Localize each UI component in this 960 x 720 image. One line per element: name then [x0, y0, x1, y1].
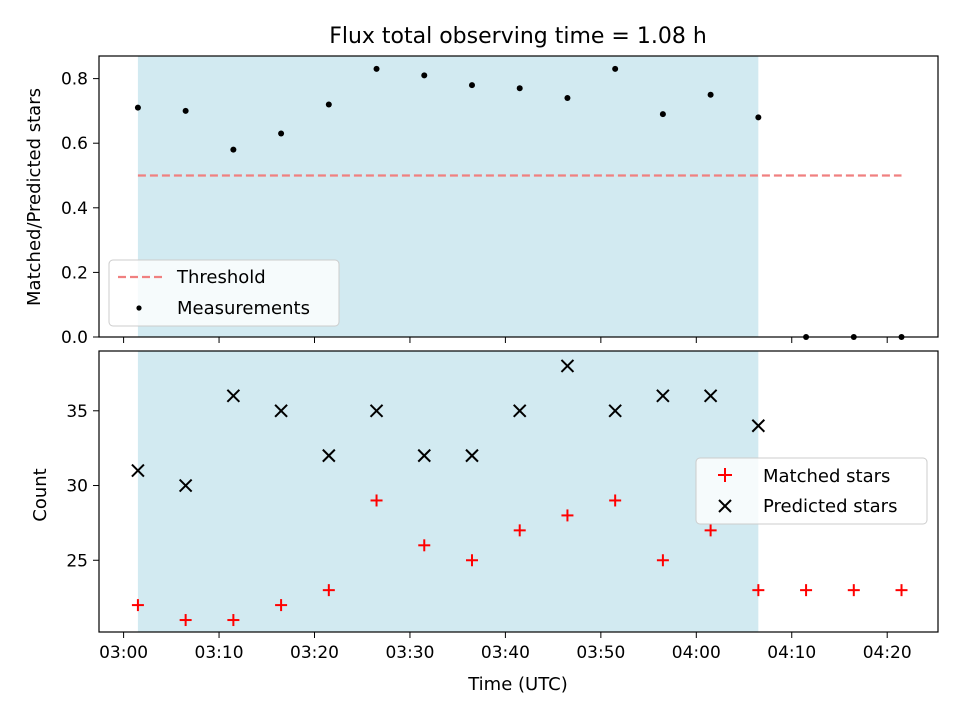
x-axis-label: Time (UTC)	[467, 674, 568, 695]
predicted-stars-legend-label: Predicted stars	[763, 496, 897, 517]
measurements-point	[755, 114, 762, 121]
measurements-point	[278, 130, 285, 137]
matched-stars-point	[227, 614, 240, 627]
predicted-stars-point	[560, 359, 575, 373]
matched-stars-point	[704, 524, 717, 537]
ratio-y-tick-label: 0.8	[61, 70, 88, 90]
measurements-point	[707, 91, 714, 98]
x-tick-label: 03:50	[576, 643, 625, 663]
ratio-panel: Flux total observing time = 1.08 h 0.0 0.…	[24, 24, 939, 348]
observing-window-shade	[137, 351, 759, 632]
predicted-stars-point	[178, 478, 193, 493]
measurements-point	[564, 94, 571, 101]
matched-stars-point	[513, 524, 526, 537]
x-tick-label: 03:00	[99, 643, 148, 663]
matched-stars-point	[609, 494, 622, 507]
count-y-tick-label: 35	[66, 402, 88, 422]
measurements-point	[373, 65, 380, 72]
count-legend: Matched stars Predicted stars	[695, 457, 928, 525]
ratio-y-tick-label: 0.4	[61, 199, 88, 219]
matched-stars-point	[895, 584, 908, 597]
measurements-point	[230, 146, 237, 153]
predicted-stars-point	[322, 448, 336, 463]
predicted-stars-point	[608, 404, 622, 418]
count-y-tick-label: 25	[66, 551, 88, 571]
measurements-legend-label: Measurements	[177, 298, 310, 319]
matched-stars-point	[847, 584, 860, 597]
matched-stars-point	[275, 599, 288, 612]
chart-title: Flux total observing time = 1.08 h	[329, 24, 707, 49]
predicted-stars-point	[417, 448, 431, 463]
count-y-axis-label: Count	[30, 468, 51, 521]
matched-stars-legend-label: Matched stars	[763, 466, 890, 487]
x-tick-label: 04:20	[863, 643, 912, 663]
matched-stars-point	[131, 599, 144, 612]
x-tick-label: 03:30	[385, 643, 434, 663]
matched-stars-point	[656, 554, 669, 567]
predicted-stars-point	[513, 404, 527, 418]
measurements-point	[325, 101, 332, 108]
measurements-legend-swatch	[136, 305, 142, 311]
predicted-stars-point	[131, 463, 145, 478]
ratio-legend: Threshold Measurements	[108, 259, 340, 327]
ratio-axes-frame	[98, 55, 939, 338]
ratio-legend-box	[108, 259, 340, 327]
x-tick-label: 04:00	[672, 643, 721, 663]
count-axes-frame	[98, 350, 939, 633]
matched-stars-point	[752, 584, 765, 597]
measurements-point	[516, 85, 523, 92]
matched-stars-point	[322, 584, 335, 597]
measurements-point	[612, 65, 619, 72]
x-tick-label: 03:10	[195, 643, 244, 663]
measurements-point	[421, 72, 428, 79]
matched-stars-point	[418, 539, 431, 552]
predicted-stars-legend-swatch	[718, 499, 732, 513]
predicted-stars-point	[656, 389, 670, 403]
predicted-stars-point	[226, 389, 241, 403]
ratio-y-tick-label: 0.0	[61, 328, 88, 348]
count-y-tick-label: 30	[66, 477, 88, 497]
measurements-point	[134, 104, 141, 111]
count-legend-box	[695, 457, 928, 525]
matched-stars-point	[561, 509, 574, 522]
matched-stars-point	[465, 554, 478, 567]
x-tick-label: 04:10	[767, 643, 816, 663]
measurements-point	[468, 82, 475, 89]
matched-stars-point	[370, 494, 383, 507]
threshold-legend-label: Threshold	[176, 267, 266, 288]
predicted-stars-point	[703, 389, 718, 403]
ratio-y-tick-label: 0.2	[61, 263, 88, 283]
matched-stars-point	[179, 614, 192, 627]
predicted-stars-point	[751, 419, 766, 433]
measurements-point	[659, 111, 666, 118]
measurements-point	[182, 107, 189, 114]
ratio-y-axis-label: Matched/Predicted stars	[24, 88, 45, 306]
x-tick-label: 03:20	[290, 643, 339, 663]
ratio-y-tick-label: 0.6	[61, 134, 88, 154]
predicted-stars-point	[465, 448, 479, 463]
predicted-stars-point	[274, 404, 288, 418]
matched-stars-legend-swatch	[718, 468, 732, 482]
x-tick-label: 03:40	[481, 643, 530, 663]
count-panel: 03:00 03:10 03:20 03:30 03:40 03:50 04:00 04:10…	[30, 350, 939, 695]
matched-stars-point	[800, 584, 813, 597]
predicted-stars-point	[369, 404, 384, 418]
